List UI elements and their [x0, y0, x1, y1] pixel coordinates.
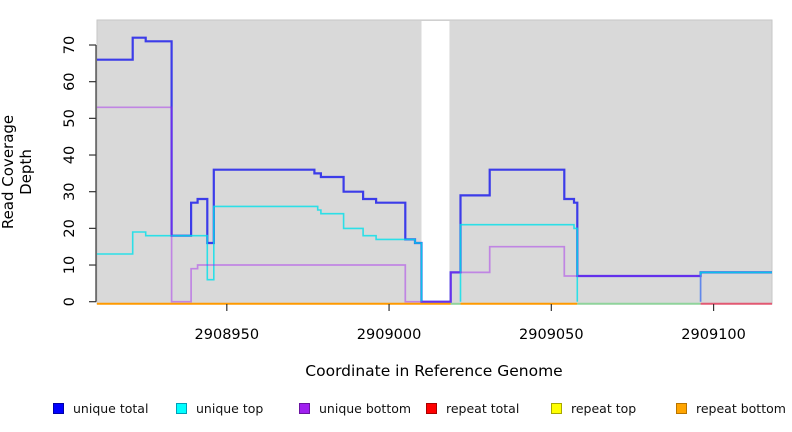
repeat-total-swatch-icon	[426, 402, 437, 414]
unique-top-swatch-icon	[176, 402, 187, 414]
legend-label: repeat total	[446, 400, 520, 416]
repeat-top-swatch-icon	[551, 402, 562, 414]
svg-text:70: 70	[62, 36, 78, 54]
legend-label: repeat top	[571, 400, 637, 416]
legend-label: unique top	[196, 400, 264, 416]
svg-text:20: 20	[62, 219, 78, 237]
svg-text:2908950: 2908950	[195, 327, 260, 343]
legend-item-unique-bottom: unique bottom	[299, 400, 411, 416]
y-axis-label: Read Coverage Depth	[0, 114, 35, 230]
unique-total-swatch-icon	[53, 402, 64, 414]
svg-text:2909100: 2909100	[681, 327, 746, 343]
legend-item-unique-top: unique top	[176, 400, 263, 416]
x-axis-label: Coordinate in Reference Genome	[305, 362, 563, 380]
svg-text:30: 30	[62, 182, 78, 200]
svg-text:40: 40	[62, 146, 78, 164]
legend-item-repeat-bottom: repeat bottom	[676, 400, 786, 416]
legend-label: unique bottom	[319, 400, 412, 416]
svg-text:60: 60	[62, 72, 78, 90]
legend-label: unique total	[73, 400, 149, 416]
svg-text:10: 10	[62, 256, 78, 274]
svg-text:0: 0	[62, 297, 78, 306]
legend-label: repeat bottom	[696, 400, 786, 416]
svg-text:2909000: 2909000	[357, 327, 422, 343]
legend-item-repeat-total: repeat total	[426, 400, 519, 416]
svg-text:50: 50	[62, 109, 78, 127]
repeat-bottom-swatch-icon	[676, 402, 687, 414]
legend-item-unique-total: unique total	[53, 400, 148, 416]
svg-text:2909050: 2909050	[519, 327, 584, 343]
unique-bottom-swatch-icon	[299, 402, 310, 414]
legend-item-repeat-top: repeat top	[551, 400, 636, 416]
